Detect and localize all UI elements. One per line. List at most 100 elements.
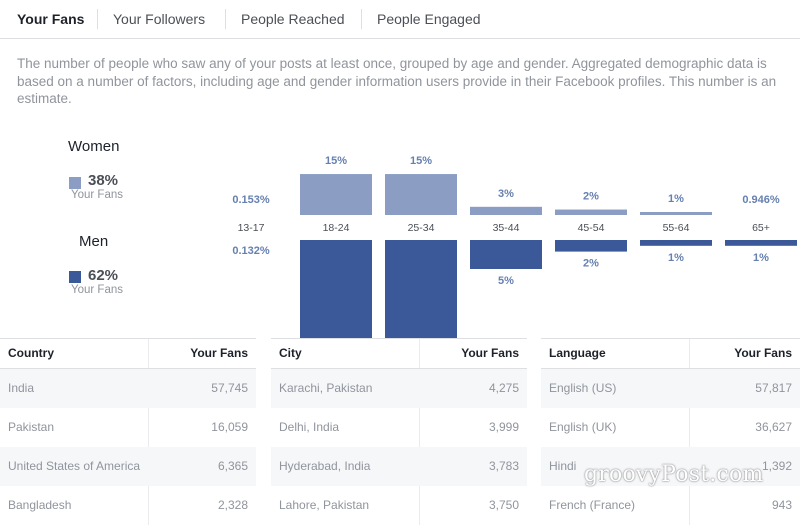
men-bar-35-44 — [470, 240, 542, 269]
column-header-fans[interactable]: Your Fans — [734, 346, 792, 360]
row-value: 16,059 — [211, 420, 248, 434]
city-table: City Your Fans Karachi, Pakistan 4,275 De… — [271, 338, 527, 525]
legend-men-title: Men — [79, 233, 109, 250]
tab-your-followers[interactable]: Your Followers — [113, 11, 206, 27]
tab-people-engaged[interactable]: People Engaged — [377, 11, 481, 27]
table-row: English (US) 57,817 — [541, 369, 800, 408]
column-divider — [148, 338, 149, 525]
table-row: United States of America 6,365 — [0, 447, 256, 486]
age-label-18-24: 18-24 — [323, 222, 350, 234]
tab-people-reached[interactable]: People Reached — [241, 11, 345, 27]
legend-men-subtitle: Your Fans — [71, 284, 123, 296]
column-header-city[interactable]: City — [279, 346, 302, 360]
legend-women-title: Women — [68, 138, 120, 155]
women-value-label: 15% — [410, 155, 432, 167]
men-bar-65+ — [725, 240, 797, 246]
table-header: City Your Fans — [271, 338, 527, 369]
age-label-55-64: 55-64 — [663, 222, 690, 234]
age-label-65+: 65+ — [752, 222, 770, 234]
row-name: French (France) — [549, 498, 636, 512]
legend-men-percent: 62% — [88, 267, 119, 284]
row-name: English (UK) — [549, 420, 617, 434]
women-value-label: 15% — [325, 155, 347, 167]
men-bar-25-34 — [385, 240, 457, 338]
column-header-fans[interactable]: Your Fans — [461, 346, 519, 360]
row-name: Lahore, Pakistan — [279, 498, 370, 512]
men-bar-55-64 — [640, 240, 712, 246]
table-header: Country Your Fans — [0, 338, 256, 369]
table-row: Karachi, Pakistan 4,275 — [271, 369, 527, 408]
age-label-25-34: 25-34 — [408, 222, 435, 234]
legend-men-swatch — [69, 271, 81, 283]
table-row: Hindi 1,392 — [541, 447, 800, 486]
row-value: 6,365 — [217, 459, 248, 473]
table-row: Bangladesh 2,328 — [0, 486, 256, 525]
women-value-label: 0.946% — [742, 194, 780, 206]
tab-your-fans[interactable]: Your Fans — [17, 11, 85, 27]
age-label-35-44: 35-44 — [493, 222, 520, 234]
women-value-label: 3% — [498, 188, 514, 200]
demographic-tables: Country Your Fans India 57,745 Pakistan 16… — [0, 338, 800, 525]
row-value: 943 — [771, 498, 792, 512]
row-value: 4,275 — [488, 381, 519, 395]
row-value: 36,627 — [755, 420, 792, 434]
men-value-label: 1% — [668, 252, 684, 264]
men-value-label: 5% — [498, 275, 514, 287]
row-name: English (US) — [549, 381, 617, 395]
row-value: 2,328 — [217, 498, 248, 512]
watermark-text: groovyPost.com — [584, 462, 764, 487]
table-header: Language Your Fans — [541, 338, 800, 369]
women-value-label: 1% — [668, 193, 684, 205]
row-value: 57,745 — [211, 381, 248, 395]
table-row: Lahore, Pakistan 3,750 — [271, 486, 527, 525]
country-table: Country Your Fans India 57,745 Pakistan 16… — [0, 338, 256, 525]
men-value-label: 2% — [583, 258, 599, 270]
men-bar-18-24 — [300, 240, 372, 338]
age-label-45-54: 45-54 — [578, 222, 605, 234]
men-value-label: 1% — [753, 252, 769, 264]
age-gender-chart: 0.153%0.132%13-1715%22%18-2415%30%25-343… — [185, 155, 800, 338]
table-row: Delhi, India 3,999 — [271, 408, 527, 447]
table-row: Pakistan 16,059 — [0, 408, 256, 447]
tab-divider — [97, 9, 98, 29]
table-row: French (France) 943 — [541, 486, 800, 525]
women-bar-45-54 — [555, 209, 627, 215]
women-bar-18-24 — [300, 174, 372, 215]
women-bar-25-34 — [385, 174, 457, 215]
row-name: Hyderabad, India — [279, 459, 371, 473]
table-row: Hyderabad, India 3,783 — [271, 447, 527, 486]
row-name: Bangladesh — [8, 498, 72, 512]
women-value-label: 0.153% — [232, 194, 270, 206]
column-divider — [689, 338, 690, 525]
language-table: Language Your Fans English (US) 57,817 En… — [541, 338, 800, 525]
row-name: United States of America — [8, 459, 141, 473]
row-value: 57,817 — [755, 381, 792, 395]
row-value: 3,750 — [488, 498, 519, 512]
row-name: Pakistan — [8, 420, 55, 434]
description-text: The number of people who saw any of your… — [17, 56, 777, 106]
age-axis-background — [185, 215, 800, 240]
women-value-label: 2% — [583, 191, 599, 203]
legend-women-swatch — [69, 177, 81, 189]
row-name: Delhi, India — [279, 420, 340, 434]
tab-divider — [361, 9, 362, 29]
tab-bar: Your Fans Your Followers People Reached … — [0, 0, 800, 39]
men-value-label: 0.132% — [232, 245, 270, 257]
column-header-fans[interactable]: Your Fans — [190, 346, 248, 360]
legend-women-percent: 38% — [88, 172, 119, 189]
row-name: India — [8, 381, 35, 395]
row-value: 3,783 — [488, 459, 519, 473]
column-header-language[interactable]: Language — [549, 346, 606, 360]
row-name: Karachi, Pakistan — [279, 381, 373, 395]
men-bar-45-54 — [555, 240, 627, 252]
column-header-country[interactable]: Country — [8, 346, 54, 360]
table-row: India 57,745 — [0, 369, 256, 408]
row-value: 1,392 — [761, 459, 792, 473]
women-bar-55-64 — [640, 212, 712, 215]
women-bar-35-44 — [470, 206, 542, 215]
row-name: Hindi — [549, 459, 577, 473]
legend-women-subtitle: Your Fans — [71, 189, 123, 201]
tab-divider — [225, 9, 226, 29]
age-label-13-17: 13-17 — [238, 222, 265, 234]
row-value: 3,999 — [488, 420, 519, 434]
